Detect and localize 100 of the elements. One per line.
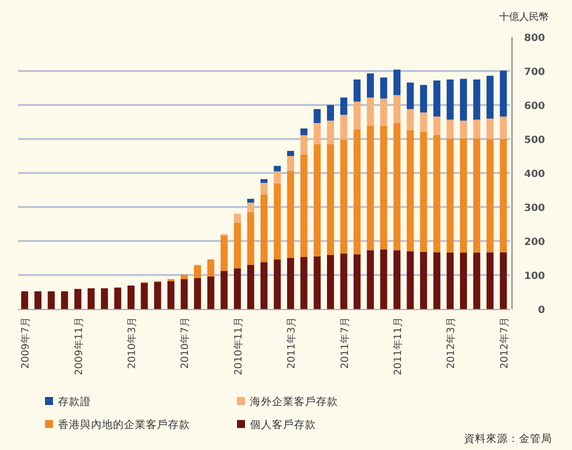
bar — [393, 250, 400, 309]
bar — [380, 250, 388, 309]
x-tick-label: 2009年7月 — [20, 317, 32, 369]
bar — [260, 194, 268, 262]
bar — [446, 252, 454, 309]
bar — [446, 80, 454, 120]
bar — [234, 214, 241, 223]
bar — [207, 276, 214, 309]
bar — [354, 80, 361, 102]
bar — [274, 183, 281, 260]
bar — [167, 281, 174, 309]
bar — [207, 259, 214, 276]
y-tick-label: 100 — [524, 271, 546, 282]
bar — [194, 265, 202, 278]
bar — [366, 126, 374, 250]
bar — [486, 118, 494, 139]
bar — [433, 80, 440, 117]
y-tick-label: 0 — [538, 305, 546, 316]
bar — [433, 116, 440, 135]
bar — [460, 78, 467, 121]
bar — [274, 171, 281, 184]
bar — [260, 262, 268, 309]
bar — [234, 268, 241, 309]
bar — [274, 166, 281, 172]
bar — [88, 288, 95, 309]
bar — [500, 252, 507, 309]
bar — [340, 98, 348, 115]
bar — [234, 222, 241, 268]
bar — [34, 291, 42, 309]
bar — [340, 254, 348, 309]
bar — [314, 109, 321, 124]
bar — [393, 123, 400, 250]
bar — [486, 139, 494, 252]
y-tick-label: 300 — [524, 203, 546, 214]
x-tick-label: 2009年11月 — [72, 317, 85, 376]
bar — [366, 250, 374, 309]
bar — [420, 252, 428, 309]
bar — [247, 198, 254, 203]
bar — [300, 154, 308, 257]
bar — [340, 140, 348, 254]
bar — [393, 70, 400, 96]
bar — [366, 73, 374, 98]
bar — [393, 95, 400, 124]
y-tick-label: 400 — [524, 169, 546, 180]
bar — [500, 70, 507, 117]
y-tick-label: 700 — [524, 67, 546, 78]
bar — [180, 274, 188, 280]
bar — [473, 80, 480, 120]
bar — [500, 139, 507, 252]
bar — [314, 123, 321, 144]
bar — [100, 288, 108, 309]
bar — [326, 120, 334, 144]
y-tick-label: 800 — [524, 33, 546, 44]
bar — [74, 288, 82, 309]
bar — [128, 286, 135, 309]
bar — [380, 77, 388, 99]
legend-label: 海外企業客戶存款 — [250, 395, 338, 408]
legend-label: 個人客戶存款 — [250, 418, 316, 431]
bar — [260, 179, 268, 183]
bar — [354, 102, 361, 130]
bar — [287, 150, 294, 156]
bar — [180, 279, 188, 309]
bar — [486, 252, 494, 309]
bar — [21, 291, 28, 309]
y-tick-label: 600 — [524, 101, 546, 112]
bar — [460, 138, 467, 253]
y-tick-label: 200 — [524, 237, 546, 248]
bar — [433, 252, 440, 309]
bar — [326, 144, 334, 255]
bar — [300, 128, 308, 136]
bar — [300, 256, 308, 309]
bar — [406, 82, 414, 110]
bar — [354, 129, 361, 254]
bar — [406, 130, 414, 252]
bar — [340, 114, 348, 140]
bar — [247, 264, 254, 309]
bar — [406, 109, 414, 130]
y-axis-title: 十億人民幣 — [499, 11, 549, 23]
bar — [326, 254, 334, 309]
bar — [380, 126, 388, 250]
bar — [500, 116, 507, 139]
x-tick-label: 2010年11月 — [232, 317, 244, 376]
x-tick-label: 2011年7月 — [338, 317, 351, 369]
bar — [154, 282, 162, 309]
bar — [446, 138, 454, 253]
bar — [48, 291, 55, 309]
bar — [220, 270, 228, 309]
bar — [140, 282, 148, 309]
bar — [380, 98, 388, 126]
bar — [420, 132, 428, 252]
bar — [274, 259, 281, 309]
legend-label: 存款證 — [58, 395, 91, 408]
bar — [247, 212, 254, 265]
bar — [287, 170, 294, 258]
bar — [460, 120, 467, 138]
bar — [473, 138, 480, 253]
bar — [114, 288, 122, 309]
bar — [260, 182, 268, 194]
bar — [473, 120, 480, 138]
bar — [220, 236, 228, 271]
